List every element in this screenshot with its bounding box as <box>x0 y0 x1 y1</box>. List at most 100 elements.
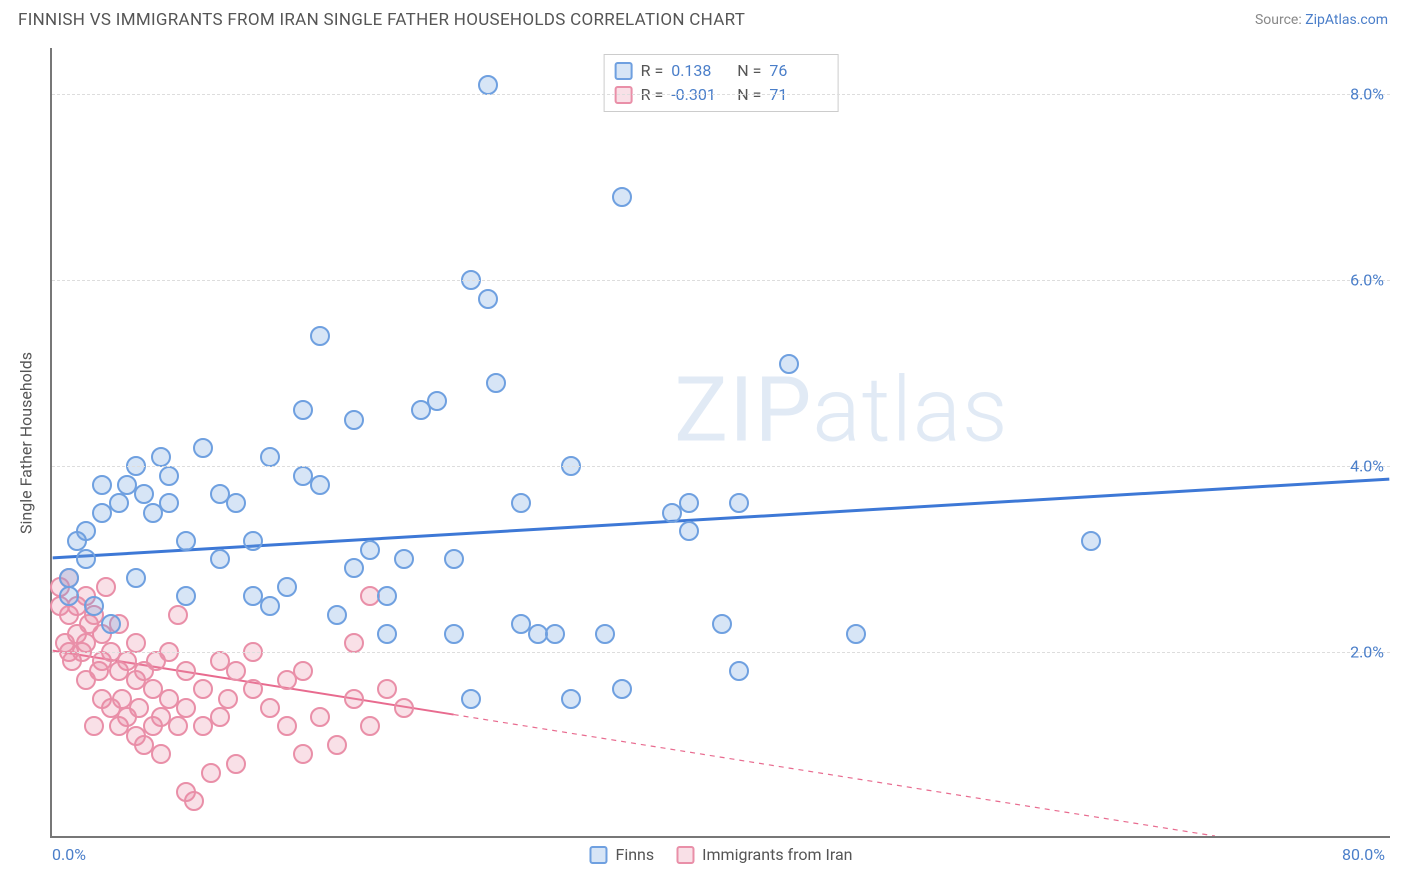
xtick-label: 0.0% <box>52 845 86 864</box>
scatter-point <box>310 707 330 727</box>
scatter-point <box>377 679 397 699</box>
scatter-point <box>779 354 799 374</box>
scatter-point <box>729 493 749 513</box>
scatter-point <box>176 661 196 681</box>
scatter-point <box>176 698 196 718</box>
legend-label-iran: Immigrants from Iran <box>702 845 852 864</box>
gridline-h <box>52 94 1390 95</box>
scatter-point <box>126 568 146 588</box>
gridline-h <box>52 280 1390 281</box>
scatter-point <box>109 493 129 513</box>
scatter-point <box>243 531 263 551</box>
scatter-point <box>427 391 447 411</box>
scatter-point <box>260 447 280 467</box>
scatter-point <box>344 558 364 578</box>
trend-line <box>454 715 1215 836</box>
chart-title: FINNISH VS IMMIGRANTS FROM IRAN SINGLE F… <box>18 10 745 30</box>
swatch-finns <box>589 846 607 864</box>
scatter-point <box>151 447 171 467</box>
plot-area: ZIPatlas R = 0.138 N = 76 R = -0.301 N =… <box>50 48 1390 838</box>
legend-item-iran: Immigrants from Iran <box>676 845 852 864</box>
scatter-point <box>96 577 116 597</box>
source-prefix: Source: <box>1255 12 1305 28</box>
scatter-point <box>561 689 581 709</box>
scatter-point <box>846 624 866 644</box>
scatter-point <box>377 586 397 606</box>
scatter-point <box>344 410 364 430</box>
legend-item-finns: Finns <box>589 845 654 864</box>
r-label: R = <box>641 59 664 83</box>
scatter-point <box>712 614 732 634</box>
scatter-point <box>595 624 615 644</box>
trend-lines-svg <box>52 48 1390 836</box>
ytick-label: 4.0% <box>1350 457 1384 476</box>
scatter-point <box>394 549 414 569</box>
gridline-h <box>52 652 1390 653</box>
scatter-point <box>377 624 397 644</box>
scatter-point <box>210 549 230 569</box>
scatter-point <box>277 716 297 736</box>
legend-label-finns: Finns <box>615 845 654 864</box>
scatter-point <box>293 400 313 420</box>
y-axis-title: Single Father Households <box>17 352 36 534</box>
scatter-point <box>260 596 280 616</box>
scatter-point <box>59 568 79 588</box>
scatter-point <box>210 707 230 727</box>
scatter-point <box>226 754 246 774</box>
scatter-point <box>729 661 749 681</box>
scatter-point <box>84 596 104 616</box>
swatch-finns <box>615 62 633 80</box>
scatter-point <box>478 75 498 95</box>
scatter-point <box>277 577 297 597</box>
scatter-point <box>310 326 330 346</box>
scatter-point <box>444 549 464 569</box>
source-link[interactable]: ZipAtlas.com <box>1305 12 1388 28</box>
scatter-point <box>511 493 531 513</box>
scatter-point <box>293 661 313 681</box>
scatter-point <box>260 698 280 718</box>
scatter-point <box>176 586 196 606</box>
chart-header: FINNISH VS IMMIGRANTS FROM IRAN SINGLE F… <box>0 0 1406 36</box>
scatter-point <box>612 679 632 699</box>
scatter-point <box>193 679 213 699</box>
scatter-point <box>159 466 179 486</box>
scatter-point <box>360 540 380 560</box>
scatter-point <box>126 633 146 653</box>
r-value-finns: 0.138 <box>671 59 729 83</box>
scatter-point <box>59 586 79 606</box>
scatter-point <box>193 438 213 458</box>
bottom-legend: Finns Immigrants from Iran <box>589 845 852 864</box>
scatter-point <box>478 289 498 309</box>
scatter-point <box>184 791 204 811</box>
ytick-label: 6.0% <box>1350 271 1384 290</box>
scatter-point <box>545 624 565 644</box>
scatter-point <box>218 689 238 709</box>
scatter-point <box>168 716 188 736</box>
scatter-point <box>444 624 464 644</box>
scatter-point <box>394 698 414 718</box>
scatter-point <box>92 475 112 495</box>
scatter-point <box>344 689 364 709</box>
scatter-point <box>461 689 481 709</box>
n-label: N = <box>737 59 761 83</box>
scatter-point <box>151 744 171 764</box>
scatter-point <box>1081 531 1101 551</box>
scatter-point <box>76 521 96 541</box>
chart-container: Single Father Households ZIPatlas R = 0.… <box>50 48 1390 838</box>
ytick-label: 2.0% <box>1350 643 1384 662</box>
stat-legend: R = 0.138 N = 76 R = -0.301 N = 71 <box>604 54 839 112</box>
scatter-point <box>243 679 263 699</box>
ytick-label: 8.0% <box>1350 85 1384 104</box>
scatter-point <box>226 493 246 513</box>
chart-source: Source: ZipAtlas.com <box>1255 12 1388 28</box>
scatter-point <box>159 493 179 513</box>
scatter-point <box>327 605 347 625</box>
watermark: ZIPatlas <box>674 358 1008 463</box>
stat-legend-row-finns: R = 0.138 N = 76 <box>615 59 828 83</box>
n-value-finns: 76 <box>769 59 827 83</box>
gridline-h <box>52 466 1390 467</box>
xtick-label: 80.0% <box>1342 845 1385 864</box>
scatter-point <box>360 716 380 736</box>
scatter-point <box>679 521 699 541</box>
scatter-point <box>344 633 364 653</box>
